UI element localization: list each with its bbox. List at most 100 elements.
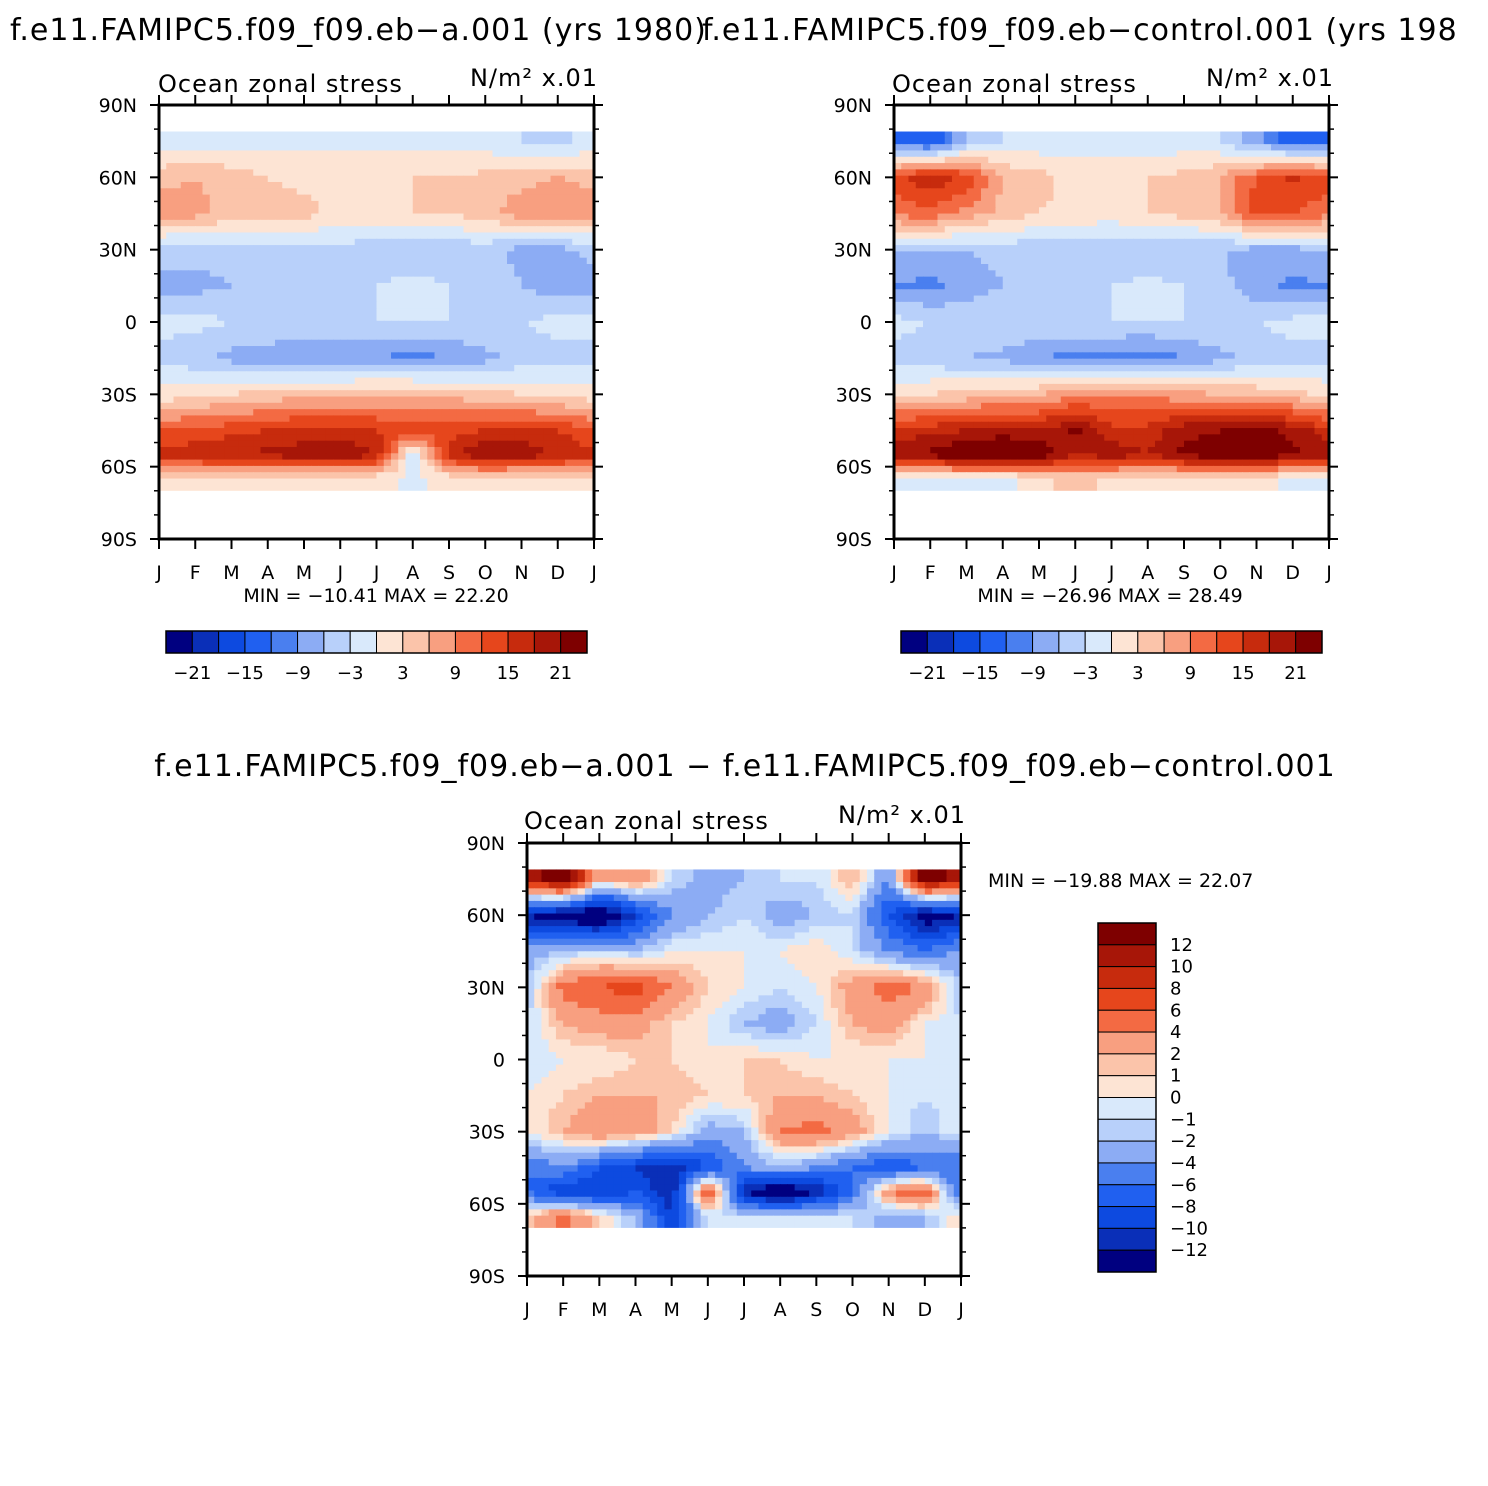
heatmap-cell (543, 409, 552, 417)
heatmap-cell (296, 232, 305, 240)
heatmap-cell (180, 472, 189, 480)
heatmap-cell (981, 207, 989, 215)
heatmap-cell (173, 181, 182, 189)
heatmap-cell (159, 333, 167, 341)
heatmap-cell (1307, 150, 1316, 158)
heatmap-cell (275, 377, 283, 385)
heatmap-cell (952, 137, 960, 145)
heatmap-cell (470, 327, 479, 335)
heatmap-cell (579, 213, 588, 221)
heatmap-cell (202, 213, 211, 221)
heatmap-cell (966, 232, 975, 240)
heatmap-cell (1097, 213, 1105, 221)
heatmap-cell (507, 396, 515, 404)
heatmap-cell (1082, 213, 1091, 221)
heatmap-cell (456, 428, 465, 435)
heatmap-cell (1256, 200, 1265, 208)
heatmap-cell (550, 327, 559, 335)
heatmap-cell (1060, 169, 1069, 177)
heatmap-cell (586, 175, 595, 183)
heatmap-cell (995, 188, 1004, 196)
heatmap-cell (1176, 163, 1185, 170)
heatmap-cell (507, 289, 515, 297)
heatmap-cell (586, 364, 595, 372)
heatmap-cell (1111, 245, 1120, 252)
heatmap-cell (492, 484, 501, 492)
heatmap-cell (492, 156, 501, 164)
heatmap-cell (536, 446, 544, 454)
heatmap-cell (507, 409, 515, 417)
heatmap-cell (347, 339, 356, 347)
x-tick-label: D (550, 562, 565, 584)
heatmap-cell (318, 137, 327, 145)
heatmap-cell (180, 465, 189, 473)
heatmap-cell (282, 377, 291, 385)
heatmap-cell (180, 131, 189, 139)
heatmap-cell (492, 219, 501, 227)
heatmap-cell (202, 421, 211, 429)
heatmap-cell (224, 415, 233, 423)
heatmap-cell (347, 421, 356, 429)
heatmap-cell (427, 251, 436, 259)
heatmap-cell (1089, 188, 1098, 196)
heatmap-cell (550, 251, 559, 259)
heatmap-cell (1060, 163, 1069, 170)
heatmap-cell (412, 232, 421, 240)
heatmap-cell (1060, 238, 1069, 246)
heatmap-cell (441, 181, 450, 189)
heatmap-cell (485, 415, 494, 423)
heatmap-cell (550, 156, 559, 164)
heatmap-cell (318, 188, 327, 196)
heatmap-cell (188, 200, 196, 208)
heatmap-cell (383, 188, 392, 196)
heatmap-cell (333, 352, 341, 360)
heatmap-cell (1263, 226, 1272, 234)
heatmap-cell (441, 264, 450, 271)
heatmap-cell (536, 327, 544, 335)
heatmap-cell (420, 465, 428, 473)
heatmap-cell (224, 156, 233, 164)
heatmap-cell (238, 440, 247, 448)
heatmap-cell (362, 390, 370, 398)
heatmap-cell (253, 251, 262, 259)
heatmap-cell (267, 163, 276, 170)
heatmap-cell (463, 346, 472, 353)
heatmap-cell (347, 364, 356, 372)
heatmap-cell (1227, 188, 1236, 196)
heatmap-cell (347, 200, 356, 208)
heatmap-cell (586, 320, 595, 328)
heatmap-cell (166, 446, 175, 454)
heatmap-cell (224, 276, 233, 284)
heatmap-cell (333, 409, 341, 417)
heatmap-cell (456, 446, 465, 454)
heatmap-cell (492, 421, 501, 429)
heatmap-cell (1147, 188, 1156, 196)
heatmap-cell (253, 453, 262, 461)
heatmap-cell (1213, 156, 1221, 164)
heatmap-cell (1017, 163, 1026, 170)
heatmap-cell (318, 339, 327, 347)
heatmap-cell (318, 276, 327, 284)
heatmap-cell (289, 327, 298, 335)
heatmap-cell (311, 213, 320, 221)
heatmap-cell (507, 428, 515, 435)
heatmap-cell (405, 301, 414, 309)
heatmap-cell (521, 358, 530, 366)
heatmap-cell (1256, 257, 1265, 265)
heatmap-cell (434, 156, 443, 164)
heatmap-cell (463, 364, 472, 372)
heatmap-cell (405, 245, 414, 252)
heatmap-cell (1147, 181, 1156, 189)
heatmap-cell (398, 364, 407, 372)
heatmap-cell (1155, 213, 1163, 221)
heatmap-cell (188, 358, 196, 366)
heatmap-cell (260, 377, 269, 385)
heatmap-cell (1271, 169, 1279, 177)
heatmap-cell (1234, 219, 1243, 227)
heatmap-cell (1082, 175, 1091, 183)
heatmap-cell (499, 295, 508, 303)
heatmap-cell (586, 421, 595, 429)
heatmap-cell (572, 194, 581, 202)
heatmap-cell (340, 478, 349, 486)
heatmap-cell (398, 358, 407, 366)
